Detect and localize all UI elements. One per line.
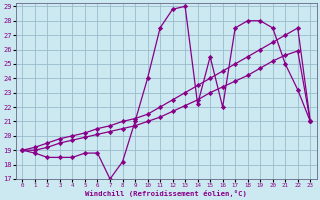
X-axis label: Windchill (Refroidissement éolien,°C): Windchill (Refroidissement éolien,°C) <box>85 190 247 197</box>
